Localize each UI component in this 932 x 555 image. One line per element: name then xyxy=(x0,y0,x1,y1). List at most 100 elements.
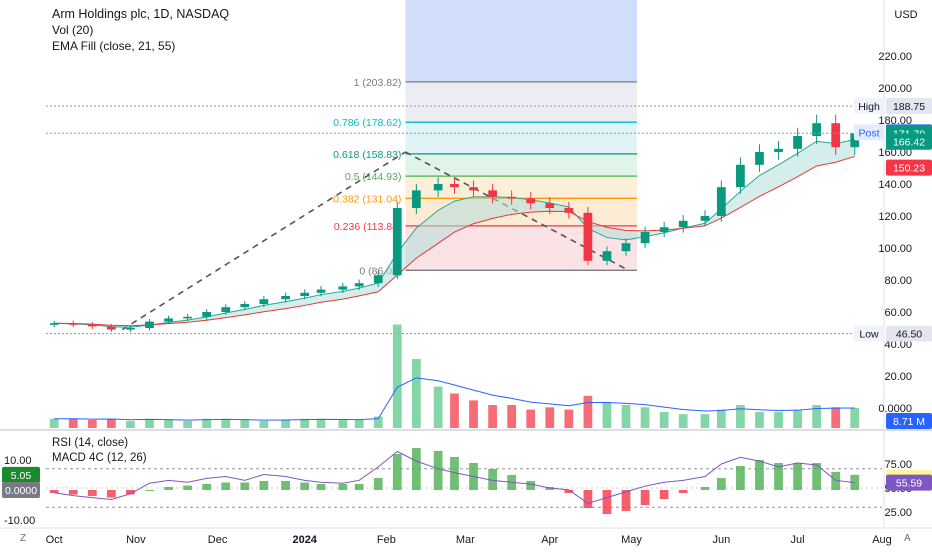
fib-label-0.382: 0.382 (131.04) xyxy=(333,193,401,205)
rsi-tag xyxy=(886,474,932,491)
volume-bar xyxy=(49,418,59,428)
candle xyxy=(469,187,478,191)
volume-bar xyxy=(354,419,364,428)
candle xyxy=(564,208,574,213)
price-tick-label: 180.00 xyxy=(878,115,912,127)
volume-bar xyxy=(774,411,783,428)
volume-bar xyxy=(583,395,593,428)
volume-tag-text: 8.71 M xyxy=(893,416,925,428)
auto-scale-toggle[interactable]: A xyxy=(904,533,911,544)
post-label: Post xyxy=(858,127,879,139)
candle xyxy=(433,184,443,191)
fib-label-1: 1 (203.82) xyxy=(354,77,402,89)
price-tick-label: 220.00 xyxy=(878,51,912,63)
macd-bar xyxy=(240,482,250,490)
time-tick-label: Apr xyxy=(541,534,558,546)
candle xyxy=(526,198,536,204)
candle xyxy=(488,190,497,197)
candle xyxy=(583,212,593,261)
candle xyxy=(755,152,764,165)
candle xyxy=(373,275,383,284)
macd-bar xyxy=(338,484,348,490)
time-tick-label: Jul xyxy=(791,534,805,546)
macd-bar xyxy=(433,451,443,490)
macd-tag-text: 5.05 xyxy=(11,470,32,482)
volume-bar xyxy=(87,419,97,428)
volume-bar xyxy=(850,407,860,428)
candle xyxy=(621,243,631,252)
rsi-tick-label: 75.00 xyxy=(884,459,912,471)
candle xyxy=(774,148,783,152)
ema-fast-tag-text: 166.42 xyxy=(893,137,925,149)
candle xyxy=(850,133,860,148)
candle xyxy=(354,283,364,287)
time-tick-label: Aug xyxy=(872,534,892,546)
price-tick-label: 80.00 xyxy=(884,275,912,287)
volume-bar xyxy=(68,418,78,428)
volume-bar xyxy=(545,407,555,428)
ema-fast-tag xyxy=(886,133,932,150)
volume-bar xyxy=(736,405,745,428)
indicator-rsi[interactable]: RSI (14, close) xyxy=(52,437,129,449)
candle xyxy=(507,196,517,199)
macd-bar xyxy=(678,490,688,493)
macd-bar xyxy=(354,484,364,490)
low-label: Low xyxy=(859,329,879,341)
timezone-toggle[interactable]: Z xyxy=(20,533,27,544)
volume-bar xyxy=(621,405,631,428)
candle xyxy=(240,304,250,308)
macd-zero-tag-text: 0.0000 xyxy=(5,485,37,497)
volume-bar xyxy=(392,324,402,428)
volume-bar xyxy=(338,419,348,428)
high-label-bg xyxy=(854,98,884,114)
candle xyxy=(640,232,650,244)
macd-tick-label: 10.00 xyxy=(4,455,32,467)
macd-bar xyxy=(373,478,383,490)
trend-line-up xyxy=(121,151,406,331)
candle xyxy=(126,328,135,330)
volume-bar xyxy=(300,418,310,428)
macd-bar xyxy=(716,478,726,490)
indicator-volume[interactable]: Vol (20) xyxy=(52,23,94,37)
fib-band-0.618 xyxy=(405,153,637,177)
volume-tag xyxy=(886,413,932,429)
volume-bar xyxy=(659,411,669,428)
macd-zero-tag xyxy=(2,482,40,498)
volume-bar xyxy=(221,418,231,428)
post-label-bg xyxy=(854,124,884,141)
candle xyxy=(450,184,459,188)
macd-bar xyxy=(488,469,497,490)
macd-bar xyxy=(583,490,593,508)
candle xyxy=(183,316,192,319)
time-tick-label: Oct xyxy=(46,534,63,546)
currency-selector[interactable]: USD xyxy=(894,9,918,21)
candle xyxy=(164,318,173,322)
macd-bar xyxy=(126,490,135,495)
macd-bar xyxy=(300,482,310,490)
macd-bar xyxy=(736,466,745,490)
volume-bar xyxy=(793,409,802,428)
candle xyxy=(678,220,688,228)
indicator-macd[interactable]: MACD 4C (12, 26) xyxy=(52,452,147,464)
indicator-ema-fill[interactable]: EMA Fill (close, 21, 55) xyxy=(52,39,176,53)
macd-bar xyxy=(221,482,231,490)
macd-bar xyxy=(564,490,574,493)
candle xyxy=(812,123,822,136)
price-tick-label: 100.00 xyxy=(878,243,912,255)
candle xyxy=(145,321,154,328)
volume-bar xyxy=(373,416,383,428)
macd-bar xyxy=(68,490,78,495)
time-tick-label: May xyxy=(621,534,642,546)
volume-bar xyxy=(164,419,173,428)
candle xyxy=(716,187,726,216)
sub-legend: RSI (14, close) MACD 4C (12, 26) xyxy=(52,436,147,466)
candle xyxy=(259,299,269,304)
volume-bar xyxy=(678,414,688,428)
low-label-bg xyxy=(854,325,884,342)
candle xyxy=(202,312,212,317)
fib-band-0.5 xyxy=(405,176,637,199)
volume-bar xyxy=(831,407,841,428)
rsi-tick-label: 25.00 xyxy=(884,507,912,519)
